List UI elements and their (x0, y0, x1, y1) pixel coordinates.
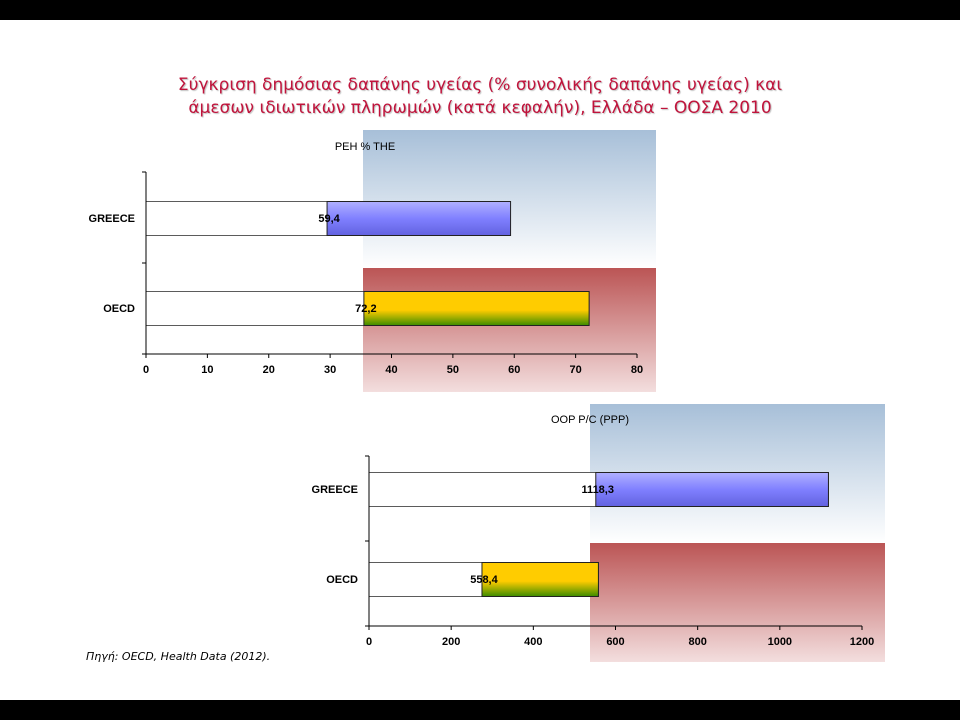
chart1-x-tick-label-5: 50 (447, 364, 459, 376)
chart1-x-tick-label-7: 70 (570, 364, 582, 376)
chart1-x-tick-label-8: 80 (631, 364, 643, 376)
chart1-x-tick-label-6: 60 (508, 364, 520, 376)
chart1-x-tick-label-2: 20 (263, 364, 275, 376)
chart1-bar-0 (326, 201, 512, 236)
chart1-bg-panel-blue (363, 130, 656, 268)
chart2-x-tick-label-1: 200 (442, 636, 460, 648)
chart2-bg-panel-red (590, 543, 885, 662)
chart2-category-label-0: GREECE (312, 484, 358, 496)
chart2-x-tick-label-6: 1200 (850, 636, 874, 648)
slide-title-line-2: άμεσων ιδιωτικών πληρωμών (κατά κεφαλήν)… (188, 98, 772, 118)
chart2-data-label-0: 1118,3 (582, 484, 614, 496)
chart1-bar-1 (363, 291, 590, 326)
bottom-black-bar (0, 700, 960, 720)
chart1-x-tick-label-4: 40 (385, 364, 397, 376)
chart1-title: PEH % THE (335, 141, 395, 153)
chart1-data-label-1: 72,2 (355, 303, 376, 315)
chart1-data-label-0: 59,4 (318, 213, 340, 225)
slide-title-line-1: Σύγκριση δημόσιας δαπάνης υγείας (% συνο… (177, 75, 783, 95)
chart2-x-tick-label-3: 600 (606, 636, 624, 648)
chart2-x-tick-label-4: 800 (688, 636, 706, 648)
chart2-title: OOP P/C (PPP) (551, 414, 629, 426)
top-black-bar (0, 0, 960, 20)
chart2-category-label-1: OECD (326, 574, 358, 586)
chart2-x-tick-label-2: 400 (524, 636, 542, 648)
chart2-x-tick-label-5: 1000 (768, 636, 792, 648)
chart1-bg-panel-red (363, 268, 656, 392)
chart1-x-tick-label-0: 0 (143, 364, 149, 376)
chart2-bar-1 (481, 562, 599, 597)
chart1-x-tick-label-1: 10 (201, 364, 213, 376)
source-note: Πηγή: OECD, Health Data (2012). (86, 650, 271, 663)
chart1-category-label-0: GREECE (89, 213, 135, 225)
chart2-data-label-1: 558,4 (470, 574, 498, 586)
chart2-bar-0 (595, 472, 829, 507)
chart1-x-tick-label-3: 30 (324, 364, 336, 376)
chart1-category-label-1: OECD (103, 303, 135, 315)
chart2-x-tick-label-0: 0 (366, 636, 372, 648)
